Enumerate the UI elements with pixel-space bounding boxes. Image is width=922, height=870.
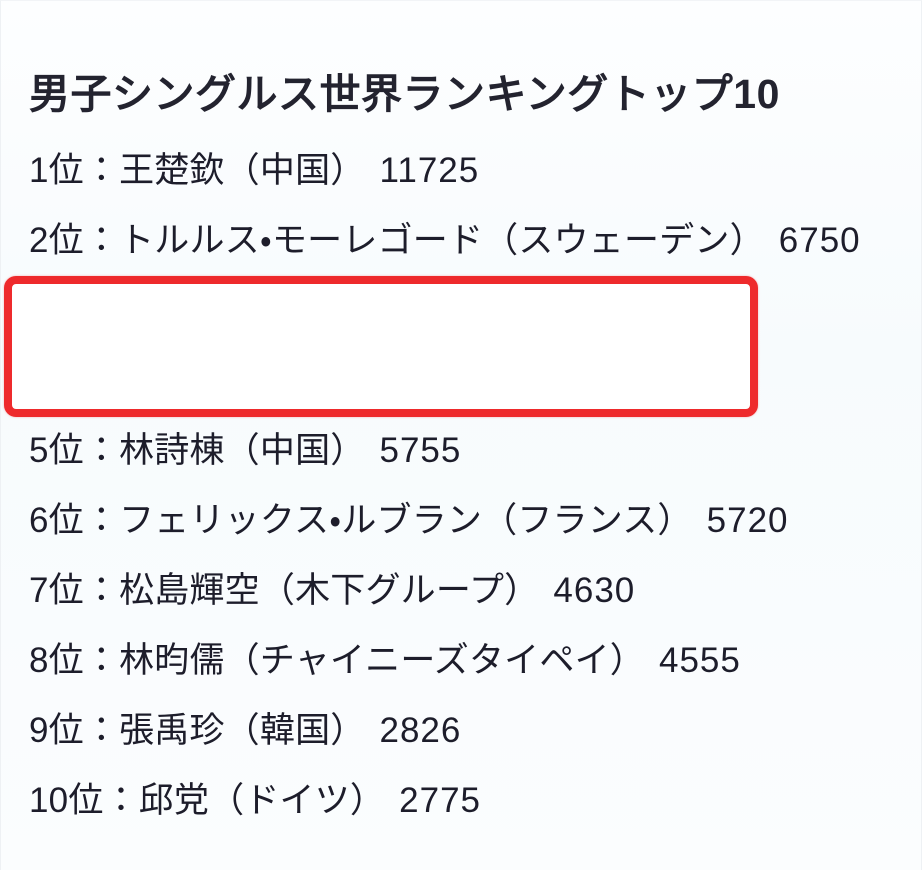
player-points: 5755 [379, 430, 462, 470]
player-name: 張本智和（トヨタ自動車） [119, 360, 542, 400]
ranking-row-4-text: 4位：張本智和（トヨタ自動車） 6070 [29, 363, 637, 398]
ranking-row-1-text: 1位：王楚欽（中国） 11725 [29, 153, 479, 188]
player-points: 4555 [658, 640, 741, 680]
ranking-row-1: 1位：王楚欽（中国） 11725 [1, 135, 922, 205]
ranking-row-8-text: 8位：林昀儒（チャイニーズタイペイ） 4555 [29, 643, 741, 678]
player-name: 王楚欽（中国） [119, 150, 366, 190]
player-name: 林詩棟（中国） [119, 430, 366, 470]
ranking-row-9: 9位：張禹珍（韓国） 2826 [1, 695, 922, 765]
ranking-row-3: 3位：ウーゴ・カルデラノ（ブラジル） 6380 [1, 275, 922, 345]
ranking-row-6-text: 6位：フェリックス・ルブラン（フランス） 5720 [29, 503, 789, 538]
rank-prefix: 5位： [29, 430, 120, 470]
player-name-link[interactable]: ウーゴ・カルデラノ（ブラジル） [119, 290, 623, 330]
rank-prefix: 10位： [29, 780, 139, 820]
player-points: 6750 [778, 220, 861, 260]
player-points: 2775 [399, 780, 482, 820]
page-title: 男子シングルス世界ランキングトップ10 [29, 71, 780, 118]
ranking-list: 1位：王楚欽（中国） 11725 2位：トルルス・モーレゴード（スウェーデン） 67… [1, 135, 922, 835]
player-name: フェリックス・ルブラン（フランス） [119, 500, 693, 540]
rank-prefix: 2位： [29, 220, 120, 260]
rank-prefix: 7位： [29, 570, 120, 610]
rank-prefix: 8位： [29, 640, 120, 680]
player-points: 2826 [379, 710, 462, 750]
rank-prefix: 3位： [29, 290, 120, 330]
player-name: トルルス・モーレゴード（スウェーデン） [119, 220, 765, 260]
ranking-row-8: 8位：林昀儒（チャイニーズタイペイ） 4555 [1, 625, 922, 695]
ranking-row-10-text: 10位：邱党（ドイツ） 2775 [29, 783, 481, 818]
ranking-row-7-text: 7位：松島輝空（木下グループ） 4630 [29, 573, 635, 608]
ranking-row-9-text: 9位：張禹珍（韓国） 2826 [29, 713, 461, 748]
rank-prefix: 4位： [29, 360, 120, 400]
player-name: 松島輝空（木下グループ） [119, 570, 540, 610]
ranking-row-6: 6位：フェリックス・ルブラン（フランス） 5720 [1, 485, 922, 555]
rank-prefix: 9位： [29, 710, 120, 750]
player-points: 5720 [706, 500, 789, 540]
player-points: 11725 [379, 150, 480, 190]
ranking-row-3-text: 3位：ウーゴ・カルデラノ（ブラジル） 6380 [29, 293, 718, 328]
ranking-row-10: 10位：邱党（ドイツ） 2775 [1, 765, 922, 835]
ranking-row-7: 7位：松島輝空（木下グループ） 4630 [1, 555, 922, 625]
player-name: 邱党（ドイツ） [138, 780, 386, 820]
ranking-row-5-text: 5位：林詩棟（中国） 5755 [29, 433, 461, 468]
player-points: 4630 [553, 570, 636, 610]
ranking-row-2-text: 2位：トルルス・モーレゴード（スウェーデン） 6750 [29, 223, 861, 258]
player-name: 張禹珍（韓国） [119, 710, 366, 750]
player-points: 6070 [555, 360, 638, 400]
ranking-row-5: 5位：林詩棟（中国） 5755 [1, 415, 922, 485]
ranking-row-4: 4位：張本智和（トヨタ自動車） 6070 [1, 345, 922, 415]
player-name: 林昀儒（チャイニーズタイペイ） [119, 640, 645, 680]
rank-prefix: 6位： [29, 500, 120, 540]
player-points: 6380 [636, 290, 719, 330]
rank-prefix: 1位： [29, 150, 120, 190]
ranking-row-2: 2位：トルルス・モーレゴード（スウェーデン） 6750 [1, 205, 922, 275]
